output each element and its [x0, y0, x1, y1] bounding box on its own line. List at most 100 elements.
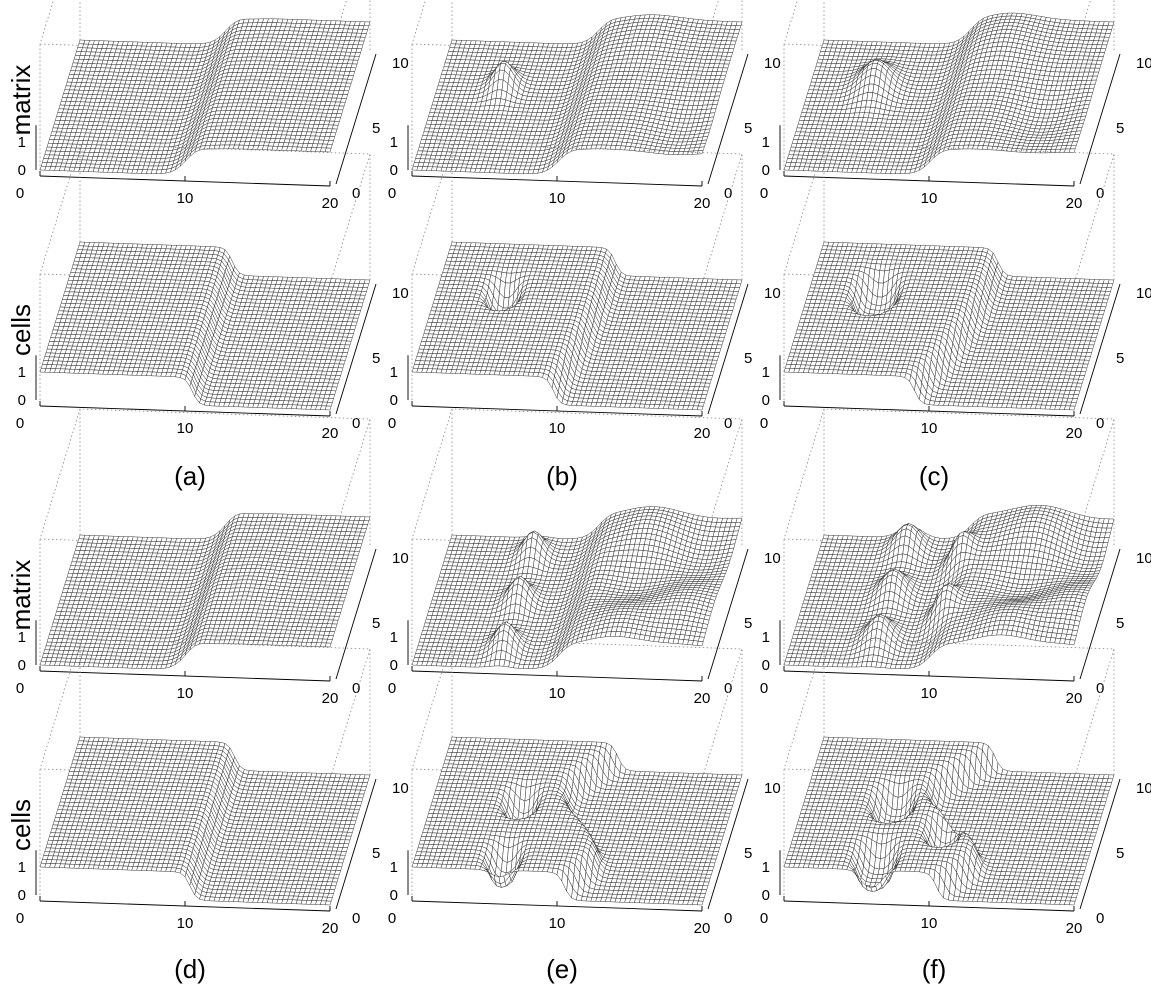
mesh-cell [329, 132, 337, 137]
y-tick-label: 5 [372, 350, 380, 367]
mesh-cell [354, 310, 361, 315]
z-tick-label: 0 [18, 392, 26, 409]
mesh-cell [336, 109, 344, 115]
x-tick-label: 20 [322, 425, 339, 442]
mesh-cell [356, 302, 364, 308]
mesh-cell [347, 75, 354, 80]
surface-mesh [39, 18, 371, 174]
mesh-cell [720, 71, 728, 77]
surface-mesh [39, 241, 371, 411]
mesh-cell [348, 329, 356, 334]
mesh-cell [723, 59, 731, 65]
mesh-cell [354, 52, 361, 57]
y-tick-label: 10 [392, 285, 409, 302]
mesh-cell [338, 101, 346, 107]
mesh-cell [343, 86, 351, 92]
mesh-cell [350, 321, 358, 327]
x-tick-label: 0 [16, 185, 24, 202]
mesh-cell [325, 401, 333, 407]
mesh-cell [735, 21, 743, 27]
x-tick-label: 10 [177, 420, 194, 437]
mesh-cell [324, 405, 332, 411]
mesh-cell [349, 67, 357, 72]
mesh-cell [363, 279, 371, 285]
mesh-cell [335, 371, 343, 376]
mesh-cell [341, 352, 348, 357]
mesh-cell [353, 55, 360, 61]
x-tick-label: 0 [16, 415, 24, 432]
mesh-cell [342, 348, 350, 353]
mesh-cell [356, 44, 364, 50]
mesh-cell [360, 33, 367, 38]
mesh-cell [357, 40, 365, 46]
mesh-cell [357, 298, 365, 304]
mesh-cell [328, 136, 336, 141]
mesh-cell [331, 124, 339, 130]
mesh-cell [362, 25, 370, 30]
mesh-cell [337, 105, 345, 111]
mesh-cell [727, 48, 735, 53]
mesh-cell [361, 29, 368, 34]
mesh-cell [726, 52, 733, 57]
y-tick-label: 0 [352, 185, 360, 202]
z-tick-label: 1 [18, 134, 26, 151]
mesh-cell [335, 113, 343, 118]
mesh-cell [340, 356, 347, 361]
mesh-cell [331, 382, 339, 388]
mesh-cell [343, 344, 351, 350]
mesh-cell [355, 48, 363, 53]
mesh-cell [337, 363, 345, 369]
mesh-cell [721, 67, 729, 73]
mesh-cell [351, 317, 359, 323]
mesh-cell [333, 378, 340, 384]
mesh-cell [358, 294, 366, 300]
mesh-cell [330, 386, 338, 392]
z-tick-label: 1 [18, 364, 26, 381]
surface-panel-a-cells: 0 10 20 0 5 10 0 1 [16, 143, 409, 442]
mesh-cell [328, 394, 336, 399]
mesh-cell [728, 44, 736, 50]
mesh-cell [340, 98, 347, 103]
mesh-cell [348, 71, 356, 76]
mesh-cell [363, 21, 371, 27]
mesh-cell [347, 333, 354, 338]
mesh-cell [341, 94, 348, 99]
mesh-cell [324, 147, 332, 153]
mesh-cell [730, 36, 738, 42]
mesh-cell [732, 33, 739, 38]
mesh-cell [360, 291, 367, 296]
x-tick-label: 10 [177, 190, 194, 207]
mesh-cell [329, 390, 337, 395]
mesh-cell [345, 336, 353, 342]
y-tick-label: 0 [352, 415, 360, 432]
mesh-cell [325, 143, 333, 149]
mesh-cell [333, 120, 340, 126]
y-tick-label: 10 [392, 55, 409, 72]
mesh-cell [355, 306, 363, 311]
mesh-cell [334, 117, 341, 122]
mesh-cell [349, 325, 357, 330]
mesh-cell [334, 375, 341, 380]
mesh-cell [330, 128, 338, 134]
mesh-cell [725, 56, 732, 61]
mesh-cell [351, 59, 359, 65]
mesh-cell [361, 287, 368, 292]
mesh-cell [327, 398, 334, 403]
mesh-cell [342, 90, 350, 95]
mesh-cell [733, 29, 740, 34]
mesh-cell [327, 140, 334, 145]
mesh-cell [338, 359, 346, 365]
x-tick-label: 20 [322, 195, 339, 212]
mesh-cell [344, 340, 352, 346]
y-tick-label: 5 [372, 120, 380, 137]
mesh-cell [722, 63, 730, 69]
mesh-cell [350, 63, 358, 69]
surface-mesh [411, 14, 743, 174]
mesh-cell [362, 283, 370, 288]
mesh-cell [336, 367, 344, 373]
mesh-cell [344, 82, 352, 88]
mesh-cell [358, 36, 366, 42]
mesh-cell [345, 78, 353, 84]
